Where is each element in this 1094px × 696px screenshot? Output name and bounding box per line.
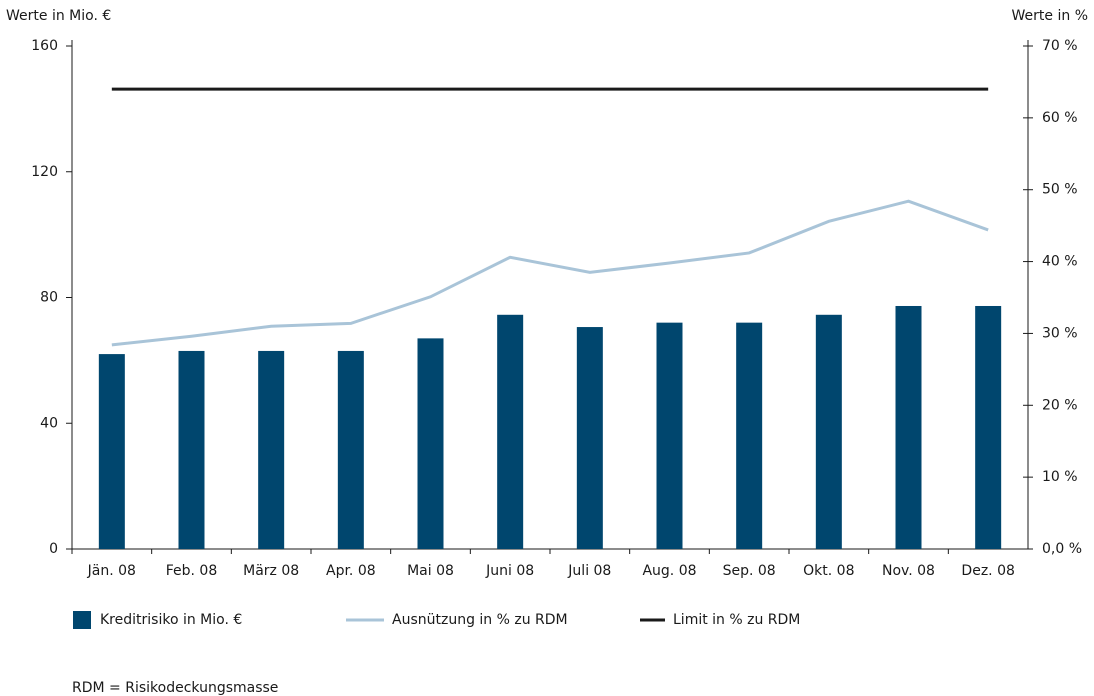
- y-tick-label: 80: [40, 290, 58, 306]
- y-tick-label: 0: [49, 541, 58, 557]
- bar: [497, 314, 524, 549]
- legend-swatch: [73, 611, 91, 629]
- bar: [417, 338, 444, 549]
- x-tick-label: Dez. 08: [961, 563, 1014, 579]
- bar: [975, 305, 1002, 549]
- x-tick-label: Okt. 08: [803, 563, 854, 579]
- x-tick-label: Aug. 08: [642, 563, 696, 579]
- bar: [815, 314, 842, 549]
- bar: [576, 327, 603, 549]
- bar: [98, 354, 125, 549]
- y-axis-title: Werte in Mio. €: [6, 8, 111, 24]
- x-tick-label: Feb. 08: [166, 563, 218, 579]
- line: [111, 199, 989, 347]
- legend-label: Kreditrisiko in Mio. €: [100, 612, 242, 628]
- bar: [337, 350, 364, 549]
- bar: [736, 322, 763, 549]
- x-tick-label: Juni 08: [485, 563, 534, 579]
- x-tick-label: Nov. 08: [882, 563, 935, 579]
- x-tick-label: Jän. 08: [87, 563, 136, 579]
- bar: [656, 322, 683, 549]
- y2-tick-label: 0,0 %: [1042, 541, 1082, 557]
- y-tick-label: 40: [40, 415, 58, 431]
- y2-tick-label: 20 %: [1042, 397, 1078, 413]
- x-tick-label: Juli 08: [567, 563, 611, 579]
- y2-tick-label: 50 %: [1042, 182, 1078, 198]
- y2-tick-label: 30 %: [1042, 325, 1078, 341]
- legend-label: Ausnützung in % zu RDM: [392, 612, 568, 628]
- y-tick-label: 160: [31, 38, 58, 54]
- y2-tick-label: 10 %: [1042, 469, 1078, 485]
- y2-tick-label: 70 %: [1042, 38, 1078, 54]
- x-tick-label: März 08: [243, 563, 299, 579]
- x-tick-label: Apr. 08: [326, 563, 376, 579]
- x-tick-label: Sep. 08: [723, 563, 776, 579]
- bar: [258, 350, 285, 549]
- y-tick-label: 120: [31, 164, 58, 180]
- bar: [895, 305, 922, 549]
- bar: [178, 350, 205, 549]
- legend-label: Limit in % zu RDM: [673, 612, 800, 628]
- y2-axis-title: Werte in %: [1012, 8, 1088, 24]
- footnote: RDM = Risikodeckungsmasse: [72, 680, 278, 696]
- y2-tick-label: 40 %: [1042, 254, 1078, 270]
- x-tick-label: Mai 08: [407, 563, 454, 579]
- y2-tick-label: 60 %: [1042, 110, 1078, 126]
